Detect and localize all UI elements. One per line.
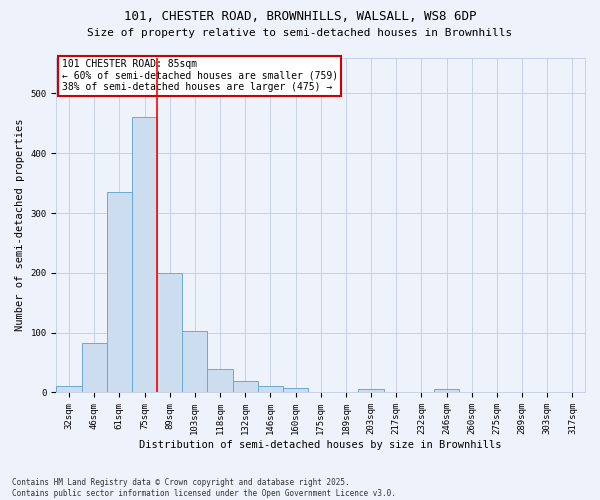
Bar [283,388,308,392]
Bar [358,390,383,392]
Bar [107,192,132,392]
Y-axis label: Number of semi-detached properties: Number of semi-detached properties [15,118,25,331]
Bar [208,368,233,392]
Text: 101, CHESTER ROAD, BROWNHILLS, WALSALL, WS8 6DP: 101, CHESTER ROAD, BROWNHILLS, WALSALL, … [124,10,476,23]
Bar [233,380,258,392]
Bar [56,386,82,392]
Bar [434,390,459,392]
X-axis label: Distribution of semi-detached houses by size in Brownhills: Distribution of semi-detached houses by … [139,440,502,450]
Text: Size of property relative to semi-detached houses in Brownhills: Size of property relative to semi-detach… [88,28,512,38]
Text: 101 CHESTER ROAD: 85sqm
← 60% of semi-detached houses are smaller (759)
38% of s: 101 CHESTER ROAD: 85sqm ← 60% of semi-de… [62,59,338,92]
Text: Contains HM Land Registry data © Crown copyright and database right 2025.
Contai: Contains HM Land Registry data © Crown c… [12,478,396,498]
Bar [157,273,182,392]
Bar [258,386,283,392]
Bar [182,332,208,392]
Bar [82,343,107,392]
Bar [132,118,157,392]
